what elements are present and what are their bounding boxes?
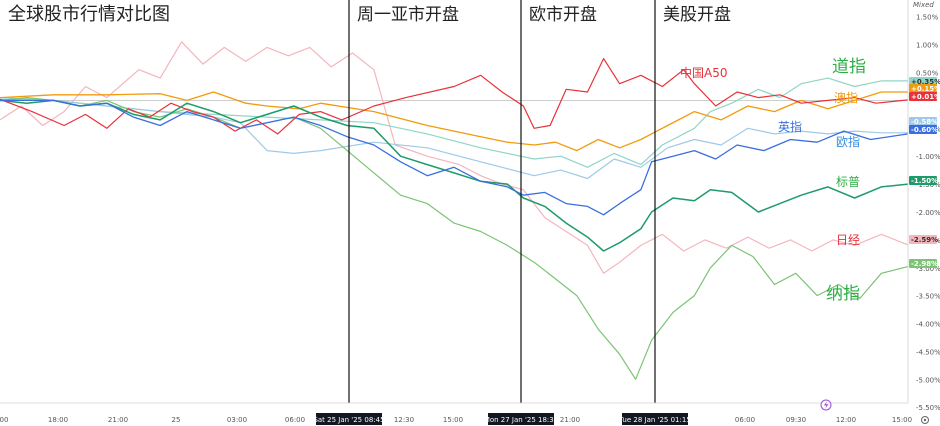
value-badge: [909, 84, 937, 93]
value-badge-text: -2.59%: [911, 236, 938, 244]
value-badge-text: +0.35%: [911, 78, 940, 86]
chart-title: 全球股市行情对比图: [8, 4, 170, 25]
value-badge-text: -0.60%: [911, 126, 938, 134]
value-badge-text: -0.58%: [911, 118, 938, 126]
section-label-0: 周一亚市开盘: [357, 5, 459, 25]
value-badge: [909, 176, 937, 185]
value-badge-text: -1.50%: [911, 177, 938, 185]
y-tick-label: -4.50%: [916, 348, 940, 356]
series-line-3: [0, 98, 908, 180]
series-line-4: [0, 99, 909, 216]
value-badge-text: +0.15%: [911, 85, 940, 93]
scale-label: Mixed: [913, 1, 934, 9]
series-name-label-2: 澳指: [834, 90, 858, 105]
x-tick-label: 09:30: [786, 416, 806, 424]
y-tick-label: -1.50%: [916, 181, 940, 189]
y-tick-label: 1.00%: [916, 42, 939, 50]
y-tick-label: 1.50%: [916, 14, 939, 22]
series-lines: [0, 41, 909, 380]
series-name-label-0: 中国A50: [680, 65, 727, 80]
y-tick-label: -3.50%: [916, 293, 940, 301]
y-tick-label: -3.00%: [916, 265, 940, 273]
series-line-2: [0, 91, 908, 152]
value-badge: [909, 235, 937, 244]
settings-gear-center: [923, 418, 927, 422]
x-tick-label: 06:00: [285, 416, 305, 424]
x-tick-label: 03:00: [227, 416, 247, 424]
value-badge-text: -2.98%: [911, 260, 938, 268]
section-dividers: [348, 0, 656, 403]
series-name-label-6: 日经: [836, 233, 860, 247]
lightning-glyph: [824, 401, 829, 409]
x-tick-label: 06:00: [735, 416, 755, 424]
x-tick-label: 21:00: [560, 416, 580, 424]
chart-icons: [820, 399, 929, 424]
x-tick-label: 15:00: [443, 416, 463, 424]
x-tick-label: 00: [0, 416, 8, 424]
section-label-2: 美股开盘: [663, 5, 731, 25]
x-tick-box: [316, 413, 382, 425]
y-tick-label: -1.00%: [916, 153, 940, 161]
series-name-label-5: 标普: [836, 175, 860, 189]
y-axis: Mixed1.50%1.00%0.50%-0.50%-1.00%-1.50%-2…: [907, 0, 940, 412]
value-badge: [909, 77, 937, 86]
series-line-0: [0, 58, 909, 135]
section-labels: 周一亚市开盘 欧市开盘 美股开盘: [357, 5, 731, 25]
value-badge: [909, 125, 937, 134]
section-label-1: 欧市开盘: [529, 5, 597, 25]
last-value-badges: +0.35%+0.15%+0.01% -0.58%-0.60% -1.50% -2.5…: [909, 77, 940, 268]
x-tick-box-label: Tue 28 Jan '25 01:15: [618, 416, 691, 424]
y-tick-label: -2.00%: [916, 209, 940, 217]
series-name-label-1: 道指: [832, 57, 866, 77]
y-tick-label: -5.50%: [916, 404, 940, 412]
series-line-5: [0, 99, 909, 252]
y-tick-label: -5.00%: [916, 376, 940, 384]
x-tick-box: [622, 413, 688, 425]
value-badge: [909, 117, 937, 126]
x-tick-label: 21:00: [108, 416, 128, 424]
series-name-label-4: 欧指: [836, 134, 860, 149]
value-badge-text: +0.01%: [911, 93, 940, 101]
x-tick-box: [488, 413, 554, 425]
series-line-6: [0, 41, 909, 274]
x-tick-label: 12:00: [836, 416, 856, 424]
value-badge: [909, 259, 937, 268]
x-tick-label: 25: [172, 416, 181, 424]
settings-gear-icon[interactable]: [921, 416, 929, 424]
y-tick-label: -4.00%: [916, 321, 940, 329]
x-tick-label: 18:00: [48, 416, 68, 424]
series-name-label-7: 纳指: [826, 284, 860, 304]
x-tick-box-label: Mon 27 Jan '25 18:30: [484, 416, 558, 424]
x-tick-label: 12:30: [394, 416, 414, 424]
x-tick-label: 15:00: [892, 416, 912, 424]
x-axis: 00 18:00 21:00 25 03:00 06:00 Sat 25 Jan '25 0…: [0, 402, 912, 425]
value-badge: [909, 92, 937, 101]
x-tick-box-label: Sat 25 Jan '25 08:45: [313, 416, 384, 424]
y-tick-label: 0.50%: [916, 70, 939, 78]
series-name-label-3: 英指: [778, 119, 802, 134]
